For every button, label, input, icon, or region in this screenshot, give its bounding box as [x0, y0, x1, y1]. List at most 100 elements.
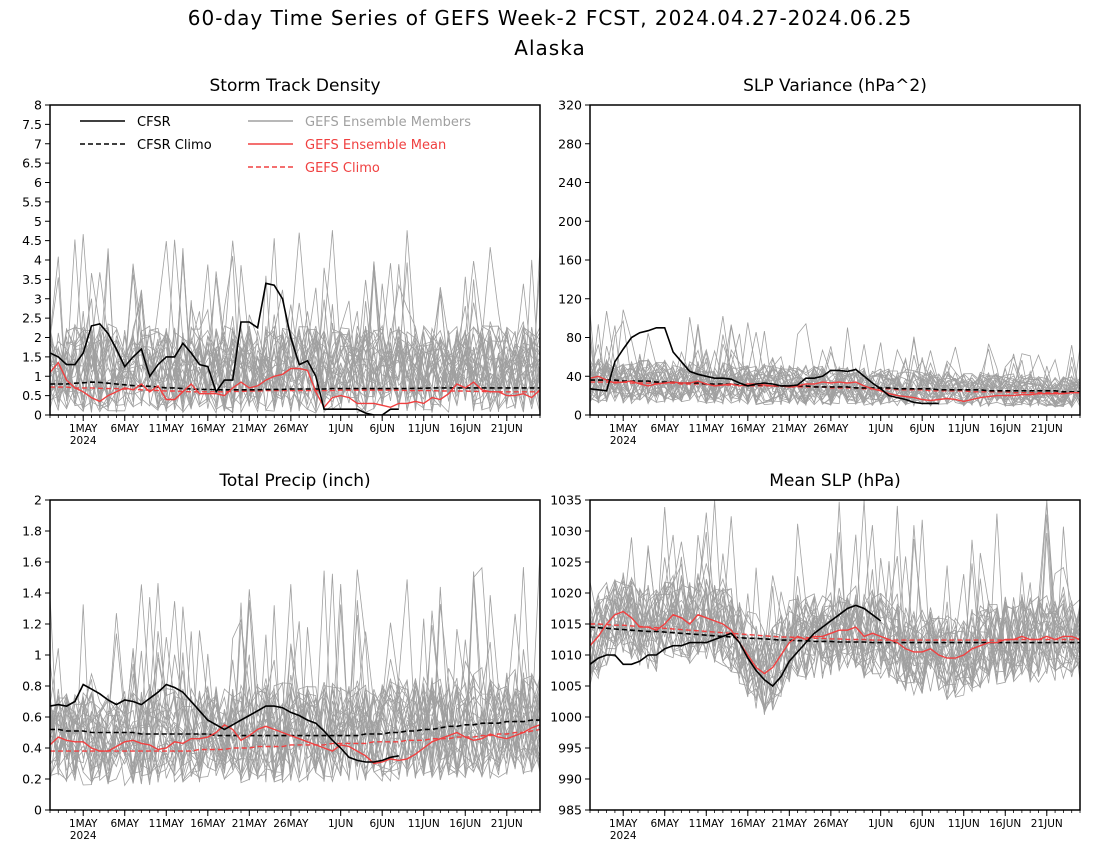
series-line-cfsr [50, 282, 399, 415]
y-tick-label: 2 [34, 330, 42, 345]
x-tick-label: 1JUN [868, 423, 893, 435]
y-tick-label: 0.6 [22, 710, 42, 725]
y-tick-label: 1035 [550, 493, 582, 508]
series-line-gefs-ensemble-mean [590, 610, 1080, 675]
legend-label-gefs-climo: GEFS Climo [305, 161, 380, 176]
ensemble-member-line [50, 584, 540, 781]
y-tick-label: 120 [558, 291, 582, 306]
ensemble-member-line [590, 541, 1080, 695]
y-tick-label: 4.5 [22, 233, 42, 248]
y-tick-label: 1000 [550, 710, 582, 725]
series-line-cfsr [50, 683, 399, 763]
legend-label-cfsr: CFSR [137, 115, 171, 130]
series-line-gefs-climo [590, 623, 1080, 641]
x-tick-label: 21JUN [491, 423, 523, 435]
plot-area [590, 309, 1080, 409]
x-tick-label: 21JUN [491, 818, 523, 830]
x-tick-label: 16JUN [449, 423, 481, 435]
x-tick-label: 1MAY [69, 818, 98, 830]
legend-label-members: GEFS Ensemble Members [305, 115, 471, 130]
chart-panel-1: Storm Track Density 0 0.5 1 1.5 2 2.5 3 3.5 4 4.5 5… [22, 76, 541, 447]
ensemble-member-line [590, 319, 1080, 407]
ensemble-member-line [50, 232, 540, 410]
ensemble-member-line [50, 267, 540, 413]
x-tick-label: 1MAY [69, 423, 98, 435]
ensemble-member-line [590, 574, 1080, 705]
y-tick-label: 320 [558, 98, 582, 113]
page-title: 60-day Time Series of GEFS Week-2 FCST, … [187, 6, 913, 30]
series-line-gefs-climo [590, 381, 1080, 394]
x-tick-label: 21MAY [772, 423, 808, 435]
x-tick-label: 1JUN [328, 423, 353, 435]
y-tick-label: 995 [558, 741, 582, 756]
x-tick-label: 26MAY [273, 818, 309, 830]
series-line-gefs-ensemble-mean [50, 361, 540, 409]
x-tick-label: 16JUN [989, 423, 1021, 435]
y-tick-label: 1 [34, 648, 42, 663]
series-line-cfsr [590, 326, 939, 405]
y-tick-label: 1005 [550, 679, 582, 694]
ensemble-member-line [50, 264, 540, 411]
ensemble-member-line [590, 576, 1080, 715]
page-subtitle-region: Alaska [514, 36, 586, 60]
chart-title: Total Precip (inch) [218, 471, 370, 491]
y-tick-label: 0.5 [22, 388, 42, 403]
series-line-gefs-ensemble-mean [590, 375, 1080, 403]
ensemble-member-line [590, 505, 1080, 693]
y-tick-label: 200 [558, 214, 582, 229]
y-tick-label: 7.5 [22, 117, 42, 132]
legend: CFSR CFSR Climo GEFS Ensemble Members GEFS … [80, 115, 471, 176]
x-tick-label: 26MAY [813, 818, 849, 830]
y-tick-label: 1030 [550, 524, 582, 539]
y-tick-label: 4 [34, 253, 42, 268]
legend-label-cfsr-climo: CFSR Climo [137, 138, 212, 153]
y-tick-label: 280 [558, 136, 582, 151]
chart-title: Mean SLP (hPa) [769, 471, 901, 491]
y-tick-label: 990 [558, 772, 582, 787]
series-line-cfsr [590, 604, 882, 688]
ensemble-member-line [50, 570, 540, 782]
ensemble-member-line [50, 584, 540, 778]
x-tick-label: 11MAY [149, 818, 185, 830]
plot-area [50, 551, 540, 787]
x-tick-label: 11JUN [408, 423, 440, 435]
y-tick-label: 3 [34, 291, 42, 306]
ensemble-member-line [50, 586, 540, 782]
x-tick-label: 6MAY [650, 423, 679, 435]
x-tick-label: 6JUN [370, 818, 395, 830]
ensemble-members [590, 500, 1080, 715]
x-tick-label: 21JUN [1031, 818, 1063, 830]
y-tick-label: 40 [566, 369, 582, 384]
x-tick-label: 6JUN [910, 818, 935, 830]
ensemble-member-line [590, 578, 1080, 714]
y-tick-label: 1 [34, 369, 42, 384]
x-tick-year-label: 2024 [610, 830, 637, 842]
ensemble-member-line [590, 332, 1080, 404]
series-line-cfsr-climo [50, 381, 540, 391]
ensemble-member-line [50, 261, 540, 413]
y-tick-label: 0 [34, 803, 42, 818]
y-tick-label: 5 [34, 214, 42, 229]
ensemble-member-line [50, 577, 540, 786]
y-tick-label: 80 [566, 330, 582, 345]
x-tick-label: 11MAY [689, 818, 725, 830]
chart-title: SLP Variance (hPa^2) [743, 76, 927, 96]
x-tick-year-label: 2024 [70, 830, 97, 842]
legend-label-ens-mean: GEFS Ensemble Mean [305, 138, 446, 153]
ensemble-members [50, 230, 540, 415]
y-tick-label: 985 [558, 803, 582, 818]
x-tick-label: 11MAY [149, 423, 185, 435]
ensemble-member-line [590, 350, 1080, 408]
ensemble-member-line [50, 631, 540, 782]
y-tick-label: 2 [34, 493, 42, 508]
ensemble-member-line [50, 595, 540, 784]
ensemble-members [50, 551, 540, 787]
ensemble-member-line [50, 657, 540, 783]
y-tick-label: 6.5 [22, 156, 42, 171]
x-tick-label: 1JUN [328, 818, 353, 830]
x-tick-label: 1JUN [868, 818, 893, 830]
x-tick-label: 6MAY [110, 818, 139, 830]
ensemble-member-line [50, 606, 540, 784]
x-tick-label: 6MAY [650, 818, 679, 830]
